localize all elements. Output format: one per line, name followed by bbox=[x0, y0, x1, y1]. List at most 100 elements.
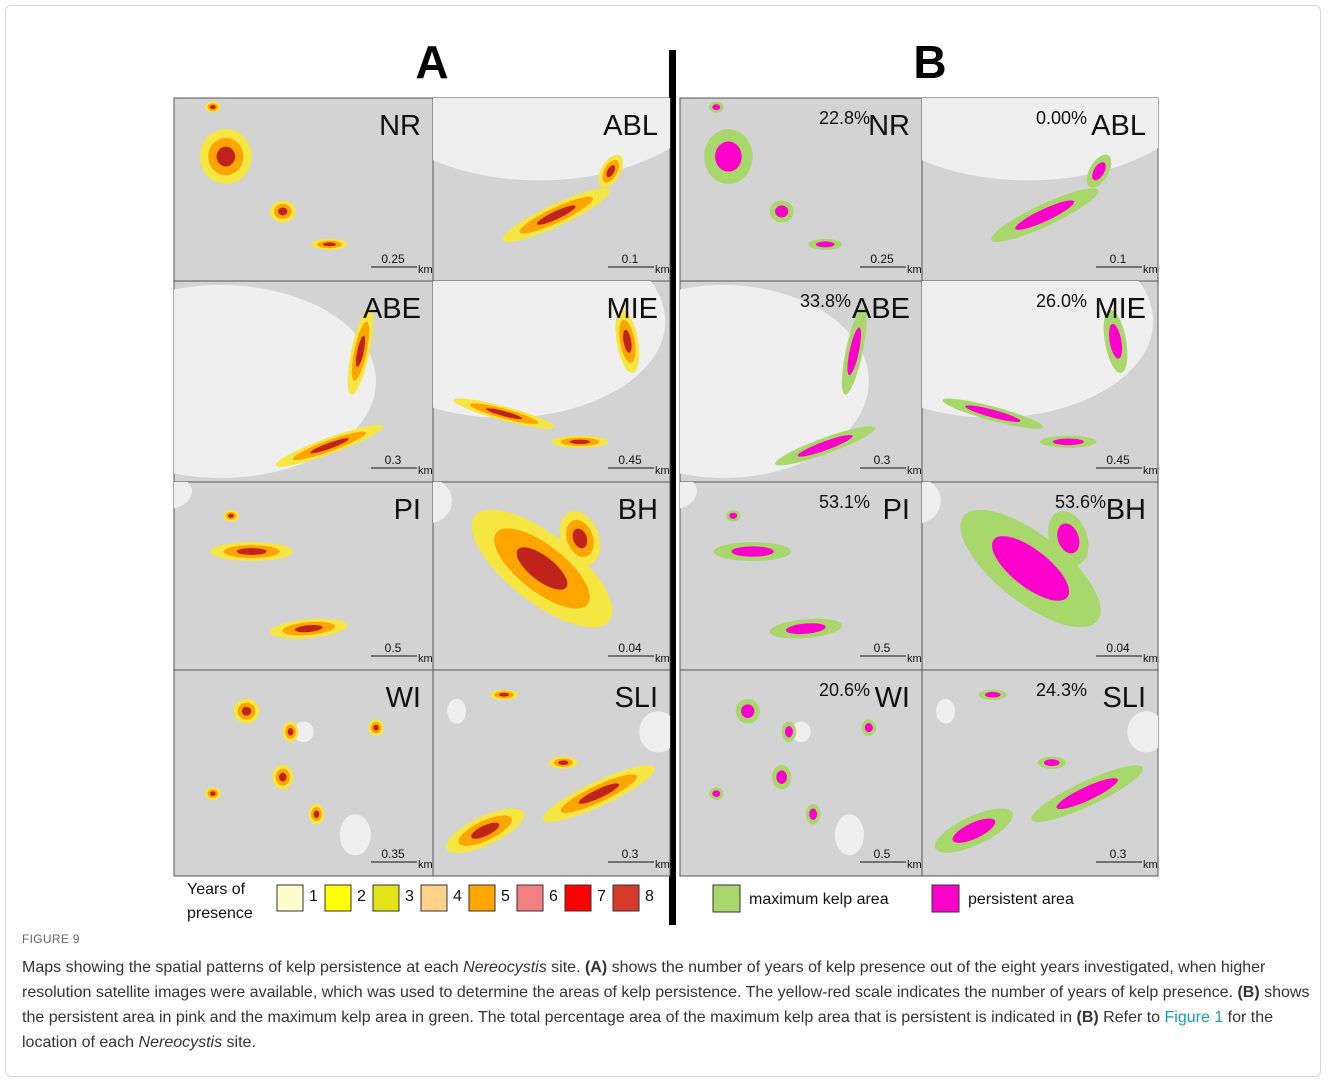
land bbox=[447, 699, 466, 724]
caption-text: site. bbox=[547, 959, 585, 976]
land bbox=[835, 814, 864, 855]
site-label: PI bbox=[883, 494, 910, 526]
kelp bbox=[314, 810, 320, 817]
site-label: NR bbox=[379, 110, 421, 142]
kelp bbox=[775, 205, 788, 217]
percent-label: 26.0% bbox=[1036, 291, 1087, 311]
legend-swatch bbox=[713, 885, 740, 912]
kelp bbox=[499, 693, 509, 697]
scale-value: 0.25 bbox=[870, 252, 894, 266]
site-label: SLI bbox=[614, 682, 658, 714]
legend-swatch bbox=[565, 885, 591, 911]
page: A B NR 0.25 km ABL 0.1 km ABE 0.3 km MIE 0.45 km PI 0… bbox=[0, 0, 1328, 1083]
site-label: WI bbox=[386, 682, 421, 714]
caption-text: (B) bbox=[1237, 984, 1259, 1001]
land bbox=[340, 814, 371, 855]
legend-swatch bbox=[325, 885, 351, 911]
scale-unit: km bbox=[655, 653, 670, 665]
legend-title: presence bbox=[187, 905, 253, 922]
scale-unit: km bbox=[418, 465, 433, 477]
percent-label: 33.8% bbox=[800, 291, 851, 311]
scale-unit: km bbox=[1143, 653, 1158, 665]
land bbox=[1127, 711, 1165, 752]
kelp bbox=[1053, 438, 1084, 445]
legend-label: 1 bbox=[309, 888, 318, 905]
site-label: NR bbox=[868, 110, 910, 142]
kelp bbox=[279, 773, 286, 782]
caption: Maps showing the spatial patterns of kel… bbox=[22, 955, 1312, 1055]
scale-value: 0.04 bbox=[618, 641, 642, 655]
scale-value: 0.3 bbox=[622, 847, 639, 861]
scale-value: 0.04 bbox=[1106, 641, 1130, 655]
kelp bbox=[288, 728, 294, 735]
kelp bbox=[712, 790, 720, 797]
legend-title: Years of bbox=[187, 881, 246, 898]
kelp bbox=[570, 440, 590, 444]
legend-label: 2 bbox=[357, 888, 366, 905]
legend-label: 7 bbox=[597, 888, 606, 905]
kelp bbox=[741, 704, 754, 718]
percent-label: 53.6% bbox=[1055, 492, 1106, 512]
site-label: ABE bbox=[852, 293, 910, 325]
percent-label: 53.1% bbox=[819, 492, 870, 512]
site-label: WI bbox=[875, 682, 910, 714]
legend-swatch bbox=[469, 885, 495, 911]
percent-label: 20.6% bbox=[819, 680, 870, 700]
land bbox=[936, 699, 955, 724]
kelp bbox=[809, 809, 817, 820]
scale-value: 0.5 bbox=[874, 641, 891, 655]
site-label: MIE bbox=[1094, 293, 1146, 325]
kelp bbox=[237, 548, 267, 555]
panel-label: A bbox=[415, 36, 448, 88]
caption-text: (B) bbox=[1077, 1009, 1099, 1026]
kelp bbox=[816, 241, 835, 247]
scale-unit: km bbox=[907, 465, 922, 477]
caption-label: FIGURE 9 bbox=[22, 932, 80, 946]
kelp bbox=[373, 725, 379, 731]
kelp bbox=[278, 208, 287, 216]
kelp bbox=[985, 692, 1001, 698]
percent-label: 24.3% bbox=[1036, 680, 1087, 700]
scale-value: 0.3 bbox=[385, 453, 402, 467]
caption-text: Refer to bbox=[1099, 1009, 1165, 1026]
scale-unit: km bbox=[907, 653, 922, 665]
scale-unit: km bbox=[655, 264, 670, 276]
scale-value: 0.35 bbox=[381, 847, 405, 861]
kelp bbox=[785, 726, 793, 737]
scale-value: 0.1 bbox=[1110, 252, 1127, 266]
scale-unit: km bbox=[418, 653, 433, 665]
caption-text: (A) bbox=[585, 959, 607, 976]
kelp bbox=[776, 770, 787, 784]
panel-label: B bbox=[913, 36, 946, 88]
caption-text: Nereocystis bbox=[139, 1034, 223, 1051]
scale-value: 0.25 bbox=[381, 252, 405, 266]
site-label: BH bbox=[1106, 494, 1146, 526]
legend-label: 5 bbox=[501, 888, 510, 905]
figure: A B NR 0.25 km ABL 0.1 km ABE 0.3 km MIE 0.45 km PI 0… bbox=[0, 0, 1328, 930]
scale-value: 0.1 bbox=[622, 252, 639, 266]
scale-unit: km bbox=[418, 859, 433, 871]
kelp bbox=[210, 105, 216, 109]
legend-swatch bbox=[373, 885, 399, 911]
scale-value: 0.3 bbox=[1110, 847, 1127, 861]
site-label: ABL bbox=[1091, 110, 1146, 142]
legend-swatch bbox=[613, 885, 639, 911]
percent-label: 0.00% bbox=[1036, 108, 1087, 128]
kelp bbox=[210, 791, 216, 795]
caption-link[interactable]: Figure 1 bbox=[1165, 1009, 1224, 1026]
legend-label: 3 bbox=[405, 888, 414, 905]
kelp bbox=[216, 147, 235, 167]
site-label: ABL bbox=[603, 110, 658, 142]
site-label: ABE bbox=[363, 293, 421, 325]
legend-label: 4 bbox=[453, 888, 462, 905]
scale-unit: km bbox=[655, 465, 670, 477]
legend-label: maximum kelp area bbox=[749, 891, 889, 908]
kelp bbox=[228, 514, 234, 518]
scale-value: 0.3 bbox=[874, 453, 891, 467]
site-label: MIE bbox=[606, 293, 658, 325]
scale-unit: km bbox=[655, 859, 670, 871]
scale-unit: km bbox=[1143, 859, 1158, 871]
scale-value: 0.5 bbox=[874, 847, 891, 861]
scale-value: 0.45 bbox=[1106, 453, 1130, 467]
kelp bbox=[729, 513, 737, 519]
